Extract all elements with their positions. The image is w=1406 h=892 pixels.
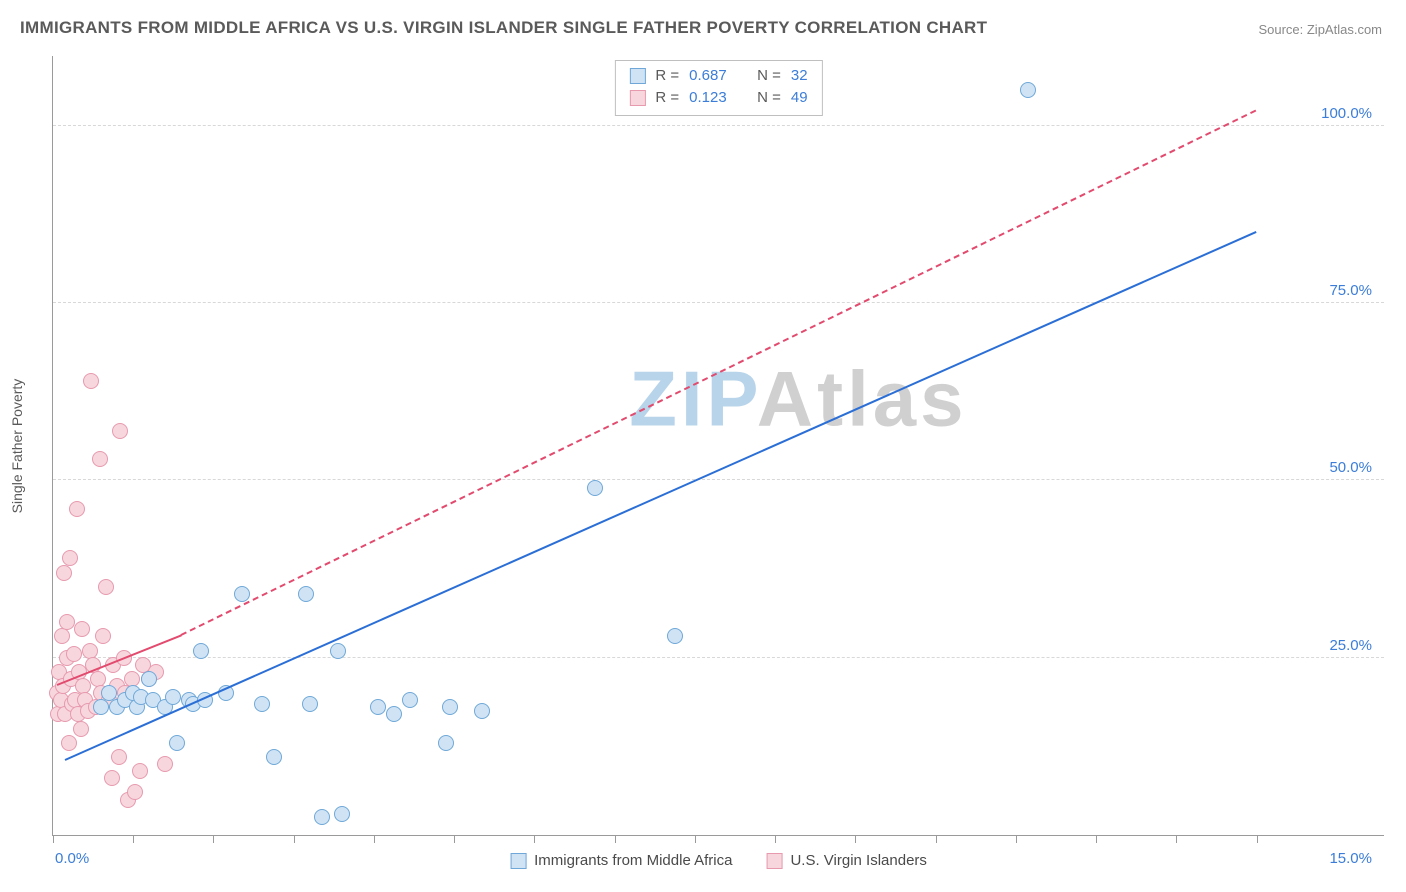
x-tick-label: 15.0% — [1329, 850, 1372, 867]
data-point — [314, 809, 330, 825]
data-point — [111, 749, 127, 765]
data-point — [438, 735, 454, 751]
legend-label: Immigrants from Middle Africa — [534, 852, 732, 869]
series-legend: Immigrants from Middle Africa U.S. Virgin… — [510, 852, 927, 869]
scatter-plot: Single Father Poverty ZIPAtlas R =0.687N… — [52, 56, 1384, 836]
y-tick-label: 50.0% — [1329, 459, 1372, 476]
legend-item: Immigrants from Middle Africa — [510, 852, 732, 869]
gridline — [53, 657, 1384, 658]
legend-label: U.S. Virgin Islanders — [790, 852, 926, 869]
data-point — [254, 696, 270, 712]
data-point — [73, 721, 89, 737]
chart-title: IMMIGRANTS FROM MIDDLE AFRICA VS U.S. VI… — [20, 18, 987, 38]
x-tick — [213, 835, 214, 843]
gridline — [53, 302, 1384, 303]
y-tick-label: 100.0% — [1321, 105, 1372, 122]
data-point — [370, 699, 386, 715]
data-point — [334, 806, 350, 822]
data-point — [386, 706, 402, 722]
data-point — [62, 550, 78, 566]
x-tick — [374, 835, 375, 843]
data-point — [56, 565, 72, 581]
x-tick — [294, 835, 295, 843]
data-point — [127, 784, 143, 800]
gridline — [53, 479, 1384, 480]
trend-line — [65, 230, 1257, 760]
stat-row: R =0.687N =32 — [629, 65, 807, 87]
data-point — [157, 756, 173, 772]
data-point — [95, 628, 111, 644]
data-point — [165, 689, 181, 705]
y-tick-label: 25.0% — [1329, 637, 1372, 654]
data-point — [169, 735, 185, 751]
x-tick — [133, 835, 134, 843]
legend-swatch — [766, 853, 782, 869]
data-point — [66, 646, 82, 662]
legend-swatch — [629, 90, 645, 106]
data-point — [61, 735, 77, 751]
data-point — [141, 671, 157, 687]
data-point — [266, 749, 282, 765]
data-point — [298, 586, 314, 602]
data-point — [667, 628, 683, 644]
data-point — [92, 451, 108, 467]
data-point — [587, 480, 603, 496]
x-tick — [1257, 835, 1258, 843]
x-tick — [936, 835, 937, 843]
data-point — [193, 643, 209, 659]
correlation-stats-box: R =0.687N =32R =0.123N =49 — [614, 60, 822, 116]
x-tick — [534, 835, 535, 843]
legend-swatch — [510, 853, 526, 869]
data-point — [302, 696, 318, 712]
data-point — [132, 763, 148, 779]
x-tick — [775, 835, 776, 843]
trend-line — [181, 110, 1257, 637]
x-tick — [454, 835, 455, 843]
x-tick — [1016, 835, 1017, 843]
y-axis-label: Single Father Poverty — [9, 378, 25, 513]
x-tick — [1176, 835, 1177, 843]
data-point — [1020, 82, 1036, 98]
data-point — [234, 586, 250, 602]
data-point — [93, 699, 109, 715]
legend-swatch — [629, 68, 645, 84]
data-point — [98, 579, 114, 595]
stat-row: R =0.123N =49 — [629, 87, 807, 109]
data-point — [402, 692, 418, 708]
x-tick — [1096, 835, 1097, 843]
y-tick-label: 75.0% — [1329, 282, 1372, 299]
x-tick — [615, 835, 616, 843]
data-point — [69, 501, 85, 517]
legend-item: U.S. Virgin Islanders — [766, 852, 926, 869]
x-tick — [855, 835, 856, 843]
data-point — [330, 643, 346, 659]
data-point — [474, 703, 490, 719]
data-point — [83, 373, 99, 389]
x-tick-label: 0.0% — [55, 850, 89, 867]
source-attribution: Source: ZipAtlas.com — [1258, 22, 1382, 37]
gridline — [53, 125, 1384, 126]
data-point — [112, 423, 128, 439]
data-point — [442, 699, 458, 715]
data-point — [104, 770, 120, 786]
x-tick — [695, 835, 696, 843]
data-point — [54, 628, 70, 644]
watermark: ZIPAtlas — [629, 353, 967, 444]
data-point — [74, 621, 90, 637]
x-tick — [53, 835, 54, 843]
